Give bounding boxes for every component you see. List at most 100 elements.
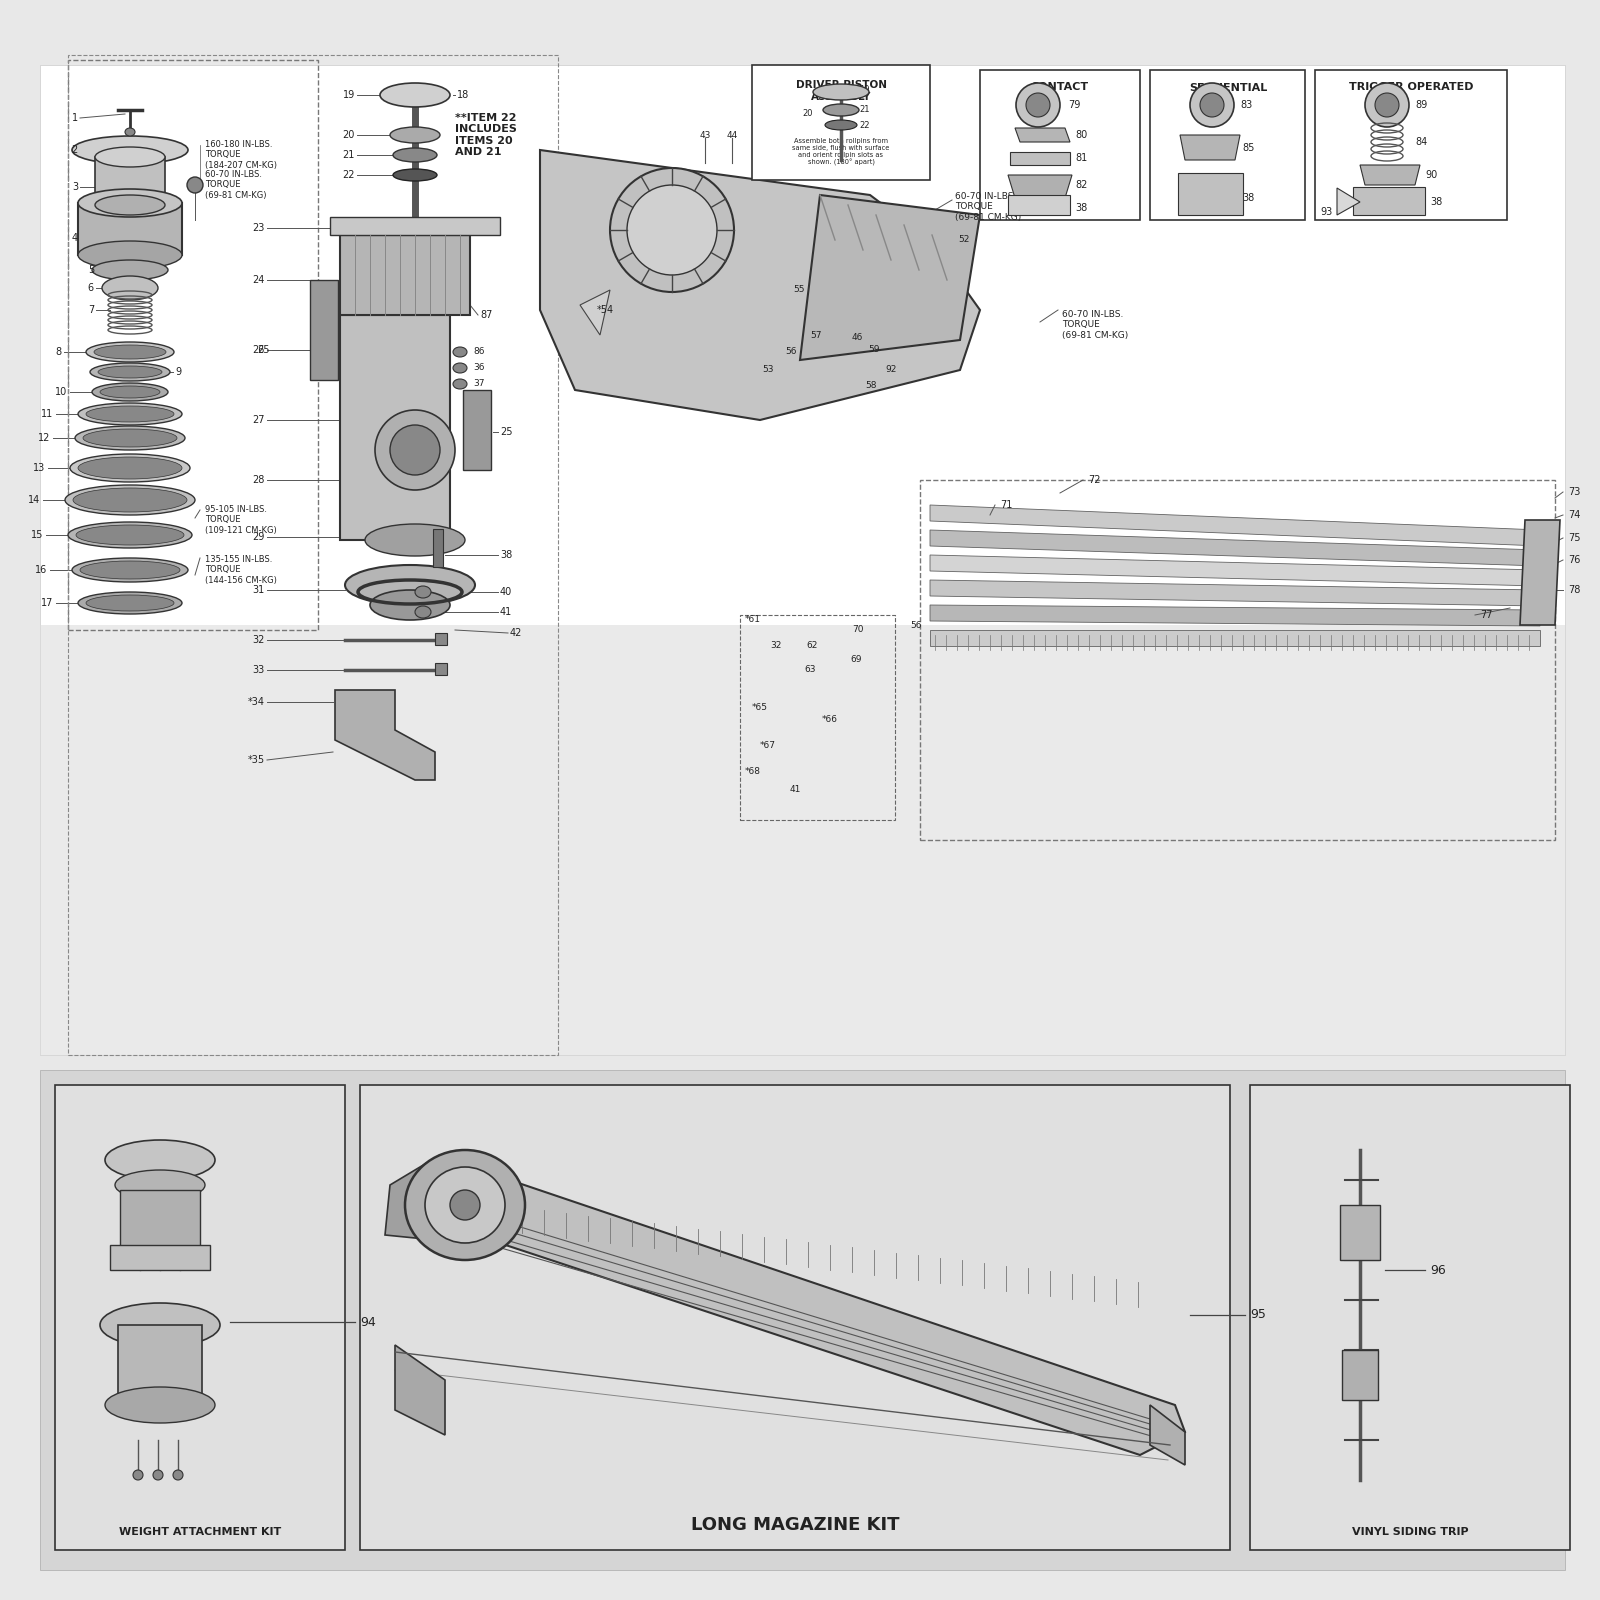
Ellipse shape	[94, 195, 165, 214]
Text: 46: 46	[776, 131, 787, 141]
Text: 17: 17	[40, 598, 53, 608]
Text: **ITEM 22
INCLUDES
ITEMS 20
AND 21: **ITEM 22 INCLUDES ITEMS 20 AND 21	[454, 112, 517, 157]
Ellipse shape	[78, 189, 182, 218]
Ellipse shape	[187, 178, 203, 194]
Bar	[110, 1245, 210, 1270]
Polygon shape	[334, 690, 435, 781]
Bar	[435, 634, 446, 645]
Polygon shape	[930, 630, 1539, 646]
Text: *65: *65	[752, 704, 768, 712]
Text: 76: 76	[1568, 555, 1581, 565]
Text: 63: 63	[805, 666, 816, 675]
Text: 38: 38	[1242, 194, 1254, 203]
Text: *67: *67	[760, 741, 776, 749]
Text: 37: 37	[474, 379, 485, 389]
Text: 36: 36	[474, 363, 485, 373]
Bar	[310, 280, 338, 379]
Text: 22: 22	[342, 170, 355, 179]
Text: 32: 32	[770, 640, 781, 650]
Bar	[920, 480, 1555, 840]
Text: 6: 6	[88, 283, 94, 293]
Text: LONG MAGAZINE KIT: LONG MAGAZINE KIT	[691, 1517, 899, 1534]
Ellipse shape	[610, 168, 734, 291]
Bar	[1315, 70, 1507, 219]
Text: 57: 57	[810, 331, 821, 339]
Bar	[118, 1325, 202, 1405]
Polygon shape	[386, 1155, 440, 1240]
Ellipse shape	[77, 525, 184, 546]
Text: 56: 56	[786, 347, 797, 357]
Ellipse shape	[414, 586, 430, 598]
Polygon shape	[395, 1346, 445, 1435]
Text: 8: 8	[54, 347, 61, 357]
Text: 18: 18	[458, 90, 469, 99]
Ellipse shape	[66, 485, 195, 515]
Text: 28: 28	[253, 475, 266, 485]
Polygon shape	[1181, 134, 1240, 160]
Text: 79: 79	[1069, 99, 1080, 110]
Polygon shape	[1008, 174, 1072, 198]
Text: 84: 84	[1414, 138, 1427, 147]
Text: *68: *68	[746, 768, 762, 776]
Text: 56: 56	[910, 621, 922, 629]
Text: 38: 38	[1075, 203, 1088, 213]
Ellipse shape	[86, 342, 174, 362]
Text: 4: 4	[72, 234, 78, 243]
Ellipse shape	[414, 606, 430, 618]
Polygon shape	[930, 555, 1539, 586]
Text: 58: 58	[866, 381, 877, 389]
Text: 21: 21	[342, 150, 355, 160]
Text: 20: 20	[342, 130, 355, 141]
Text: TRIGGER OPERATED: TRIGGER OPERATED	[1349, 82, 1474, 91]
Ellipse shape	[70, 454, 190, 482]
Text: WEIGHT ATTACHMENT KIT: WEIGHT ATTACHMENT KIT	[118, 1526, 282, 1538]
Text: 29: 29	[253, 531, 266, 542]
Bar	[1250, 1085, 1570, 1550]
Text: 45: 45	[752, 131, 763, 141]
Ellipse shape	[381, 83, 450, 107]
Text: 74: 74	[1568, 510, 1581, 520]
Text: 13: 13	[32, 462, 45, 474]
Text: 38: 38	[1430, 197, 1442, 206]
Bar	[67, 54, 558, 1054]
Bar	[752, 66, 930, 179]
Bar	[339, 235, 470, 315]
Ellipse shape	[99, 1302, 221, 1347]
Ellipse shape	[453, 379, 467, 389]
Text: *35: *35	[248, 755, 266, 765]
Text: 2: 2	[72, 146, 78, 155]
Text: 59: 59	[867, 346, 880, 355]
Ellipse shape	[154, 1470, 163, 1480]
Text: 11: 11	[40, 410, 53, 419]
Ellipse shape	[133, 1470, 142, 1480]
Ellipse shape	[78, 403, 182, 426]
Polygon shape	[579, 290, 610, 334]
Text: 82: 82	[1075, 179, 1088, 190]
Bar	[339, 315, 450, 541]
Text: 50 51: 50 51	[858, 131, 883, 141]
Ellipse shape	[86, 406, 174, 422]
Bar	[40, 66, 1565, 1054]
Ellipse shape	[93, 259, 168, 280]
Text: 69: 69	[850, 656, 861, 664]
Polygon shape	[1520, 520, 1560, 626]
Ellipse shape	[1374, 93, 1398, 117]
Ellipse shape	[78, 592, 182, 614]
Text: 86: 86	[474, 347, 485, 357]
Ellipse shape	[86, 595, 174, 611]
Text: 95: 95	[1250, 1309, 1266, 1322]
Text: 52: 52	[958, 235, 970, 245]
Bar	[40, 626, 1565, 1054]
Text: 47: 47	[805, 131, 816, 141]
Text: 19: 19	[859, 85, 869, 94]
Ellipse shape	[370, 590, 450, 619]
Text: 10: 10	[54, 387, 67, 397]
Ellipse shape	[106, 1387, 214, 1422]
Ellipse shape	[90, 363, 170, 381]
Text: 44: 44	[726, 131, 738, 141]
Bar	[78, 203, 182, 254]
Ellipse shape	[115, 1170, 205, 1200]
Bar	[1341, 1205, 1379, 1261]
Text: 27: 27	[253, 414, 266, 426]
Ellipse shape	[78, 458, 182, 478]
